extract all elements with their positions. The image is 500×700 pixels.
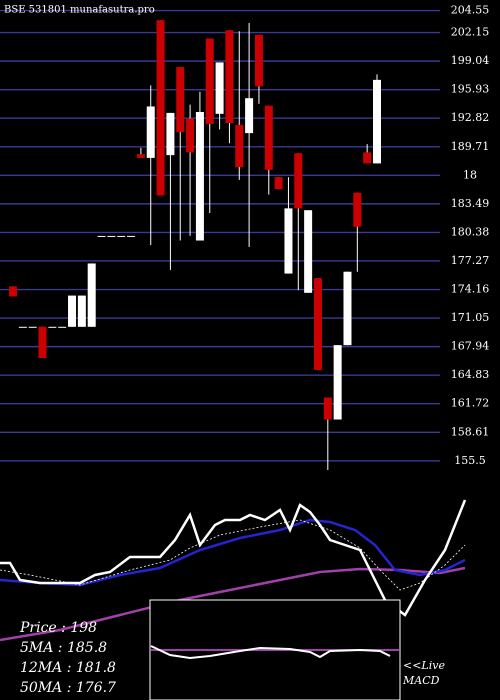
candle-body: [117, 235, 126, 237]
candle-body: [9, 286, 17, 297]
candle-body: [28, 326, 37, 328]
candle-body: [294, 153, 303, 209]
candle-body: [264, 105, 273, 170]
info-label: 5MA : 185.8: [20, 640, 107, 656]
candle-body: [225, 30, 234, 124]
candle-body: [58, 326, 67, 328]
y-tick-label: 171.05: [451, 311, 490, 324]
y-tick-label: 174.16: [451, 283, 490, 296]
candle-body: [38, 326, 47, 359]
candle-body: [284, 208, 293, 274]
y-tick-label: 183.49: [451, 197, 490, 210]
candle-body: [323, 397, 332, 420]
y-tick-label: 155.5: [454, 454, 486, 467]
y-tick-label: 167.94: [451, 340, 490, 353]
candle-body: [304, 210, 313, 293]
candle-body: [68, 295, 77, 327]
y-tick-label: 189.71: [451, 140, 490, 153]
candles: [9, 20, 381, 470]
grid: 204.55 202.15 199.04 195.93 192.82 189.71 18 18…: [0, 4, 489, 467]
info-label: 12MA : 181.8: [20, 660, 116, 676]
y-tick-label: 177.27: [451, 254, 490, 267]
candle-body: [127, 235, 136, 237]
y-tick-label: 202.15: [451, 26, 490, 39]
macd-label: MACD: [402, 674, 440, 687]
candle-body: [18, 326, 27, 328]
info-label: Price : 198: [19, 620, 97, 636]
candle-body: [87, 263, 96, 327]
candle-body: [235, 124, 244, 168]
candle-body: [363, 152, 372, 164]
candle-body: [107, 235, 116, 237]
candle-body: [146, 106, 155, 158]
candle-body: [245, 98, 254, 134]
y-tick-label: 199.04: [451, 54, 490, 67]
y-tick-label: 180.38: [451, 225, 490, 238]
ma-line: [0, 566, 466, 642]
candle-body: [97, 235, 106, 237]
y-tick-label: 158.61: [451, 425, 490, 438]
candle-body: [77, 295, 86, 327]
candle-body: [254, 34, 263, 87]
y-tick-label: 164.83: [451, 368, 490, 381]
ma-line: [0, 518, 466, 587]
candle-body: [313, 278, 322, 370]
macd-panel: [149, 599, 401, 700]
y-tick-label: 195.93: [451, 83, 490, 96]
candle-body: [353, 192, 362, 227]
candle-body: [373, 79, 381, 164]
y-tick-label: 204.55: [451, 4, 490, 17]
macd-line: [150, 645, 391, 660]
candle-body: [195, 111, 204, 241]
candle-body: [343, 271, 352, 346]
candle-body: [176, 67, 185, 133]
chart-title: BSE 531801 munafasutra.pro: [4, 5, 155, 16]
candle-body: [186, 118, 195, 153]
info-label: 50MA : 176.7: [20, 680, 116, 696]
candle-body: [205, 38, 214, 124]
candle-body: [48, 326, 57, 328]
y-tick-label: 18: [463, 168, 477, 181]
candle-body: [166, 112, 175, 156]
candle-body: [333, 345, 342, 420]
indicator-panel: [0, 499, 467, 642]
info-labels: Price : 198 5MA : 185.8 12MA : 181.8 50MA :…: [19, 620, 445, 696]
y-tick-label: 192.82: [451, 111, 490, 124]
macd-label: <<Live: [403, 659, 445, 672]
candle-body: [156, 20, 165, 196]
y-tick-label: 161.72: [451, 397, 490, 410]
candle-body: [215, 62, 224, 114]
candle-body: [136, 154, 145, 158]
candle-body: [274, 177, 283, 190]
price-line: [0, 499, 467, 617]
